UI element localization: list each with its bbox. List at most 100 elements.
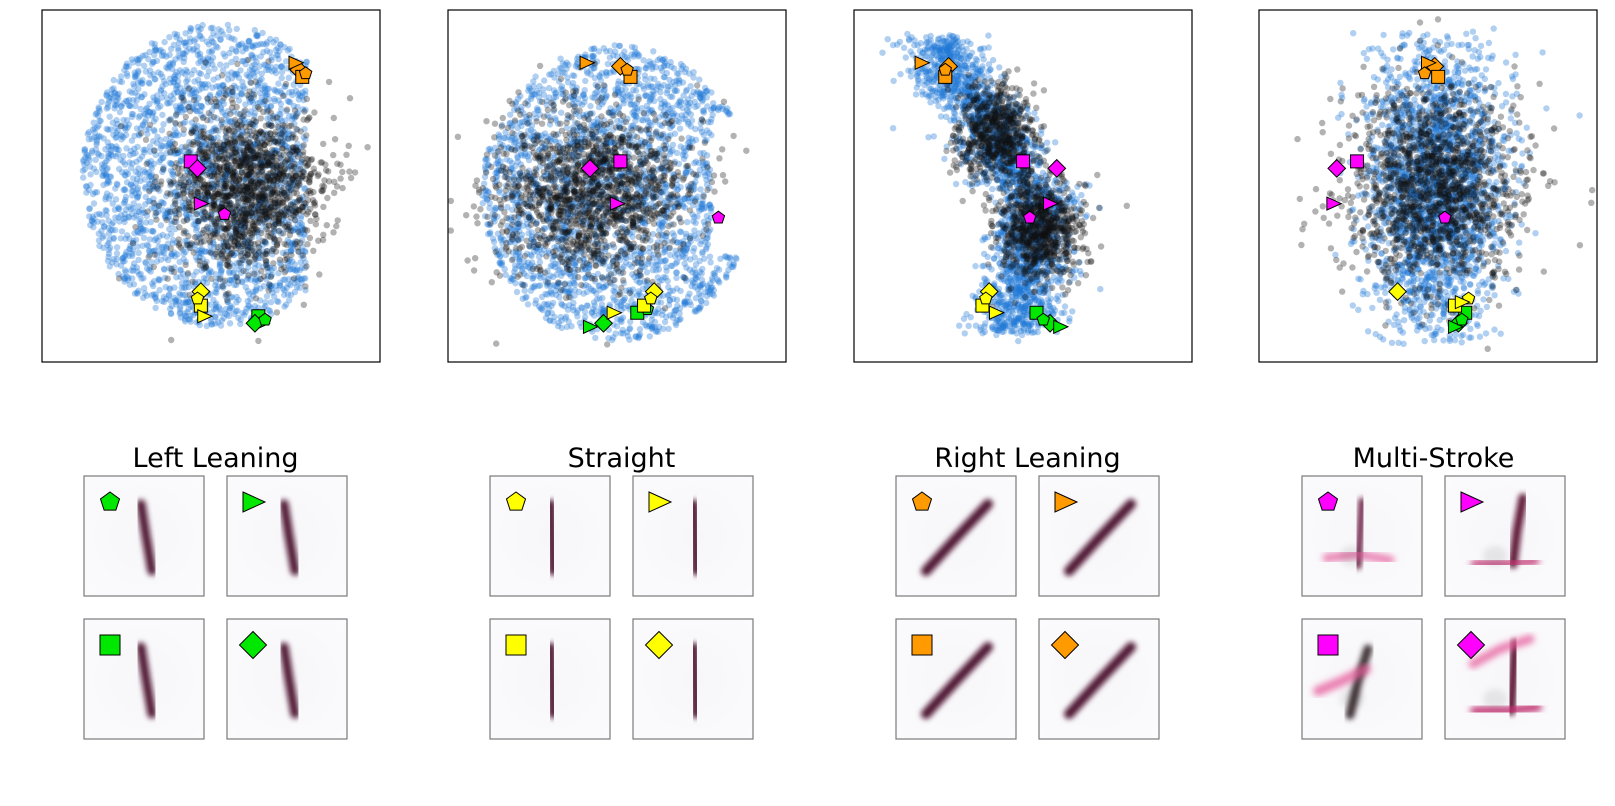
- panel-frame: [1258, 9, 1598, 363]
- scatter-marker: [1022, 210, 1037, 224]
- scatter-marker: [288, 55, 305, 71]
- scatter-marker: [1454, 294, 1471, 310]
- scatter-marker: [1350, 154, 1365, 169]
- scatter-marker: [1043, 196, 1060, 211]
- scatter-marker: [298, 66, 313, 80]
- thumbnail-marker: [644, 630, 674, 660]
- scatter-marker: [217, 207, 232, 220]
- scatter-marker: [190, 291, 205, 305]
- scatter-marker: [1417, 66, 1432, 80]
- scatter-marker: [1036, 312, 1051, 326]
- digit-thumbnail: [895, 475, 1017, 597]
- scatter-panel-2: [447, 9, 787, 363]
- scatter-marker: [1047, 158, 1067, 178]
- group-title: Multi-Stroke: [1353, 443, 1515, 474]
- digit-thumbnail: [1444, 618, 1566, 740]
- digit-stroke: [1508, 493, 1528, 569]
- group-title: Straight: [568, 443, 676, 474]
- digit-stroke: [546, 642, 558, 719]
- digit-thumbnail: [1301, 475, 1423, 597]
- scatter-marker: [606, 305, 623, 320]
- foreground-points: [115, 56, 371, 345]
- thumbnail-marker: [1460, 491, 1485, 513]
- digit-thumbnail: [632, 475, 754, 597]
- scatter-marker: [644, 291, 658, 305]
- scatter-marker: [988, 305, 1005, 320]
- scatter-marker: [193, 196, 210, 211]
- point-cloud: [879, 30, 1131, 345]
- digit-group: Multi-Stroke: [1301, 443, 1566, 740]
- thumbnail-marker: [99, 634, 121, 656]
- digit-stroke: [921, 642, 993, 719]
- digit-stroke: [136, 642, 157, 719]
- scatter-marker: [1438, 210, 1452, 224]
- thumbnail-marker: [648, 491, 673, 513]
- scatter-marker: [914, 55, 931, 71]
- thumbnail-marker: [1050, 630, 1080, 660]
- digit-thumbnail: [1038, 618, 1160, 740]
- scatter-marker: [1388, 282, 1408, 302]
- digit-thumbnail: [489, 618, 611, 740]
- digit-stroke: [546, 499, 558, 576]
- digit-thumbnail: [226, 618, 348, 740]
- scatter-marker: [1421, 55, 1438, 71]
- digit-thumbnail: [1301, 618, 1423, 740]
- thumbnail-marker: [1456, 630, 1486, 660]
- foreground-points: [1294, 16, 1596, 352]
- digit-stroke: [279, 642, 300, 719]
- digit-stroke: [279, 499, 300, 576]
- digit-stroke: [1064, 499, 1136, 576]
- digit-stroke: [689, 499, 701, 576]
- scatter-marker: [1053, 319, 1070, 335]
- thumbnail-marker: [505, 634, 527, 656]
- thumbnail-marker: [238, 630, 268, 660]
- scatter-marker: [197, 308, 214, 324]
- digit-stroke: [1506, 639, 1520, 716]
- digit-thumbnail: [489, 475, 611, 597]
- scatter-marker: [711, 210, 726, 224]
- scatter-panel-4: [1258, 9, 1598, 363]
- digit-stroke: [689, 642, 701, 719]
- scatter-marker: [1431, 69, 1446, 84]
- thumbnail-marker: [505, 491, 527, 511]
- scatter-marker: [1016, 154, 1030, 169]
- scatter-marker: [580, 158, 600, 178]
- scatter-marker: [1327, 158, 1347, 178]
- scatter-marker: [582, 319, 599, 335]
- background-points: [79, 21, 310, 330]
- foreground-points: [943, 66, 1131, 310]
- scatter-panel-3: [853, 9, 1193, 363]
- digit-stroke: [1064, 642, 1136, 719]
- digit-stroke: [136, 499, 157, 576]
- scatter-marker: [610, 196, 627, 211]
- scatter-marker: [593, 313, 613, 333]
- digit-stroke: [1470, 702, 1542, 716]
- digit-stroke: [921, 499, 993, 576]
- scatter-marker: [1448, 319, 1465, 335]
- thumbnail-marker: [242, 491, 267, 513]
- panel-frame: [447, 9, 787, 363]
- digit-thumbnail: [632, 618, 754, 740]
- scatter-panels: [41, 9, 1598, 363]
- panel-frame: [41, 9, 381, 363]
- scatter-marker: [258, 312, 272, 326]
- foreground-points: [448, 60, 750, 348]
- thumbnail-marker: [99, 491, 121, 511]
- scatter-marker: [579, 55, 596, 71]
- group-title: Left Leaning: [133, 443, 299, 474]
- digit-stroke: [1468, 634, 1535, 669]
- point-cloud: [79, 21, 371, 345]
- digit-stroke: [1313, 664, 1371, 696]
- digit-stroke: [1470, 556, 1540, 569]
- digit-thumbnail: [226, 475, 348, 597]
- digit-group: Left Leaning: [83, 443, 348, 740]
- background-points: [479, 42, 740, 344]
- scatter-marker: [187, 158, 207, 178]
- group-title: Right Leaning: [934, 443, 1120, 474]
- thumbnail-marker: [911, 634, 933, 656]
- background-points: [1332, 25, 1583, 347]
- thumbnail-marker: [1054, 491, 1079, 513]
- scatter-panel-1: [41, 9, 381, 363]
- digit-thumbnail: [895, 618, 1017, 740]
